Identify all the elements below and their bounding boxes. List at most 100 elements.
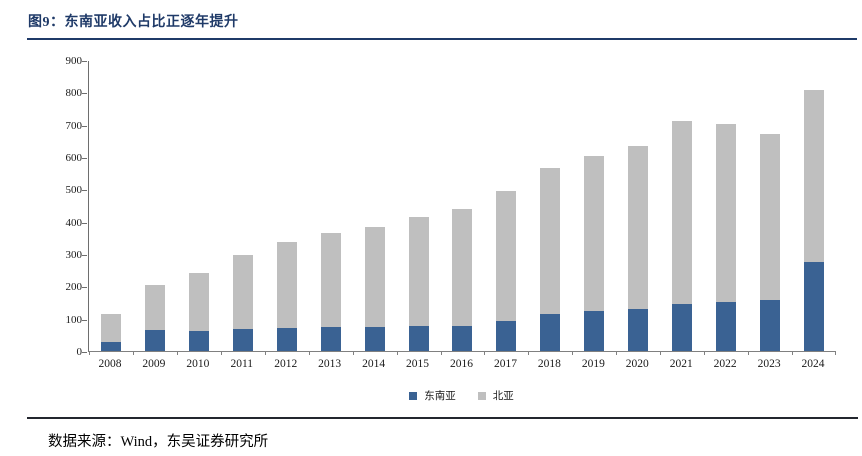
x-axis-tick-mark [484,351,486,355]
x-axis-tick-label: 2014 [362,358,386,370]
bar-column-2020 [616,61,660,351]
bar-segment-north-asia [452,209,473,326]
y-axis-tick-mark [82,190,87,191]
bar-segment-north-asia [276,242,297,328]
y-axis-tick-mark [82,61,87,62]
x-axis-tick-mark [748,351,750,355]
data-source-note: 数据来源：Wind，东吴证券研究所 [48,434,269,450]
bar-segment-southeast-asia [672,303,693,351]
bar-segment-southeast-asia [100,342,121,351]
x-axis-tick-label: 2013 [318,358,342,370]
y-axis-tick-label: 600 [65,152,83,164]
bar-segment-southeast-asia [804,261,825,351]
x-axis-tick-label: 2015 [406,358,430,370]
bar-segment-north-asia [188,273,209,331]
bar-segment-north-asia [496,190,517,322]
bar-segment-southeast-asia [628,309,649,351]
y-axis-tick-label: 200 [65,281,83,294]
x-axis-tick-label: 2009 [142,358,166,370]
x-axis-tick-mark [792,351,794,355]
x-axis-tick-mark [264,351,266,355]
bar-column-2012 [265,61,309,351]
bar-column-2009 [133,61,177,351]
x-axis-tick-label: 2018 [537,358,561,370]
bar-segment-southeast-asia [188,330,209,351]
bar-segment-north-asia [716,123,737,302]
y-axis-tick-mark [82,126,87,127]
x-axis-tick-mark [704,351,706,355]
bar-segment-southeast-asia [760,300,781,351]
x-axis-tick-mark [220,351,222,355]
title-divider-line [27,38,857,40]
legend-swatch-icon [477,391,486,400]
x-axis-tick-mark [572,351,574,355]
bar-segment-southeast-asia [408,326,429,351]
x-axis-tick-label: 2010 [186,358,210,370]
x-axis-tick-mark [352,351,354,355]
chart-title: 图9：东南亚收入占比正逐年提升 [28,15,239,30]
bar-column-2013 [309,61,353,351]
chart-legend: 东南亚 北亚 [88,388,835,403]
bar-segment-north-asia [100,314,121,343]
y-axis-tick-mark [82,93,87,94]
y-axis-tick-mark [82,287,87,288]
bar-segment-southeast-asia [144,330,165,351]
x-axis-tick-label: 2023 [757,358,781,370]
bar-segment-southeast-asia [496,321,517,351]
bar-segment-north-asia [672,120,693,304]
bar-segment-north-asia [320,233,341,327]
bar-segment-north-asia [584,156,605,311]
y-axis-tick-mark [82,223,87,224]
legend-item-north-asia: 北亚 [477,388,514,403]
bar-column-2021 [660,61,704,351]
bar-segment-north-asia [408,216,429,327]
legend-swatch-icon [409,391,418,400]
x-axis-tick-mark [835,351,836,355]
x-axis-tick-label: 2016 [450,358,473,370]
bar-column-2022 [704,61,748,351]
y-axis-tick-label: 100 [65,313,83,326]
x-axis-tick-label: 2024 [801,358,825,370]
x-axis-tick-label: 2011 [230,358,254,370]
bar-segment-north-asia [804,90,825,262]
x-axis-tick-label: 2017 [493,358,517,370]
x-axis-tick-mark [308,351,310,355]
x-axis-tick-mark [176,351,178,355]
y-axis-tick-label: 800 [65,87,83,100]
y-axis-tick-mark [82,158,87,159]
y-axis-tick-mark [82,352,87,353]
bar-segment-north-asia [232,254,253,330]
bar-segment-southeast-asia [452,325,473,351]
bar-segment-southeast-asia [540,313,561,351]
x-axis-tick-label: 2019 [581,358,605,370]
y-axis-tick-label: 700 [65,119,83,132]
y-axis-tick-label: 900 [65,55,83,67]
x-axis-tick-label: 2022 [713,358,737,370]
y-axis-tick-label: 500 [65,184,83,197]
bar-column-2016 [441,61,485,351]
bar-column-2023 [748,61,792,351]
bar-column-2017 [484,61,528,351]
bar-segment-north-asia [144,285,165,331]
y-axis-tick-mark [82,255,87,256]
x-axis-tick-label: 2020 [625,358,649,370]
legend-label: 东南亚 [424,391,456,402]
footer-divider-line [27,417,858,419]
bar-column-2011 [221,61,265,351]
x-axis-tick-label: 2021 [669,358,693,370]
x-axis-tick-mark [528,351,530,355]
x-axis-tick-mark [660,351,662,355]
bar-segment-southeast-asia [716,301,737,351]
y-axis-tick-mark [82,320,87,321]
y-axis-tick-label: 300 [65,249,83,261]
bar-column-2008 [89,61,133,351]
bar-segment-north-asia [760,134,781,301]
bar-segment-southeast-asia [584,310,605,351]
x-axis-tick-label: 2012 [274,358,298,370]
x-axis-tick-mark [440,351,442,355]
y-axis-tick-label: 400 [65,216,83,229]
x-axis-tick-mark [89,351,90,355]
x-axis-tick-label: 2008 [98,358,122,370]
x-axis-tick-mark [616,351,618,355]
bar-column-2019 [572,61,616,351]
